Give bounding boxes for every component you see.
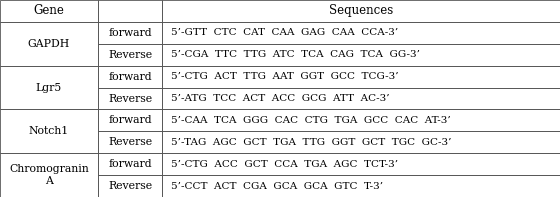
- Text: 5’-CGA  TTC  TTG  ATC  TCA  CAG  TCA  GG-3’: 5’-CGA TTC TTG ATC TCA CAG TCA GG-3’: [171, 50, 420, 59]
- Text: Lgr5: Lgr5: [36, 83, 62, 93]
- Bar: [162, 175, 560, 197]
- Bar: [98, 153, 162, 175]
- Bar: [98, 66, 162, 87]
- Bar: [162, 131, 560, 153]
- Bar: [162, 0, 560, 22]
- Bar: [0, 0, 98, 22]
- Text: forward: forward: [109, 72, 152, 82]
- Text: Reverse: Reverse: [108, 94, 152, 103]
- Text: Gene: Gene: [34, 5, 64, 18]
- Bar: [162, 110, 560, 131]
- Bar: [98, 131, 162, 153]
- Text: 5’-CCT  ACT  CGA  GCA  GCA  GTC  T-3’: 5’-CCT ACT CGA GCA GCA GTC T-3’: [171, 182, 383, 190]
- Bar: [0, 66, 98, 110]
- Text: forward: forward: [109, 115, 152, 125]
- Bar: [162, 44, 560, 66]
- Text: 5’-CTG  ACT  TTG  AAT  GGT  GCC  TCG-3’: 5’-CTG ACT TTG AAT GGT GCC TCG-3’: [171, 72, 398, 81]
- Bar: [98, 22, 162, 44]
- Text: GAPDH: GAPDH: [28, 39, 70, 49]
- Bar: [162, 22, 560, 44]
- Bar: [98, 110, 162, 131]
- Bar: [162, 87, 560, 110]
- Text: Reverse: Reverse: [108, 50, 152, 60]
- Text: forward: forward: [109, 28, 152, 38]
- Text: Chromogranin
A: Chromogranin A: [9, 164, 89, 186]
- Text: 5’-GTT  CTC  CAT  CAA  GAG  CAA  CCA-3’: 5’-GTT CTC CAT CAA GAG CAA CCA-3’: [171, 28, 398, 37]
- Text: Notch1: Notch1: [29, 126, 69, 136]
- Bar: [162, 66, 560, 87]
- Text: 5’-TAG  AGC  GCT  TGA  TTG  GGT  GCT  TGC  GC-3’: 5’-TAG AGC GCT TGA TTG GGT GCT TGC GC-3’: [171, 138, 451, 147]
- Bar: [0, 22, 98, 66]
- Bar: [162, 153, 560, 175]
- Bar: [0, 110, 98, 153]
- Bar: [98, 0, 162, 22]
- Bar: [0, 153, 98, 197]
- Text: Reverse: Reverse: [108, 181, 152, 191]
- Text: forward: forward: [109, 159, 152, 169]
- Text: 5’-CTG  ACC  GCT  CCA  TGA  AGC  TCT-3’: 5’-CTG ACC GCT CCA TGA AGC TCT-3’: [171, 160, 398, 169]
- Text: Sequences: Sequences: [329, 5, 393, 18]
- Bar: [98, 44, 162, 66]
- Bar: [98, 87, 162, 110]
- Text: 5’-CAA  TCA  GGG  CAC  CTG  TGA  GCC  CAC  AT-3’: 5’-CAA TCA GGG CAC CTG TGA GCC CAC AT-3’: [171, 116, 451, 125]
- Text: 5’-ATG  TCC  ACT  ACC  GCG  ATT  AC-3’: 5’-ATG TCC ACT ACC GCG ATT AC-3’: [171, 94, 389, 103]
- Bar: [98, 175, 162, 197]
- Text: Reverse: Reverse: [108, 137, 152, 147]
